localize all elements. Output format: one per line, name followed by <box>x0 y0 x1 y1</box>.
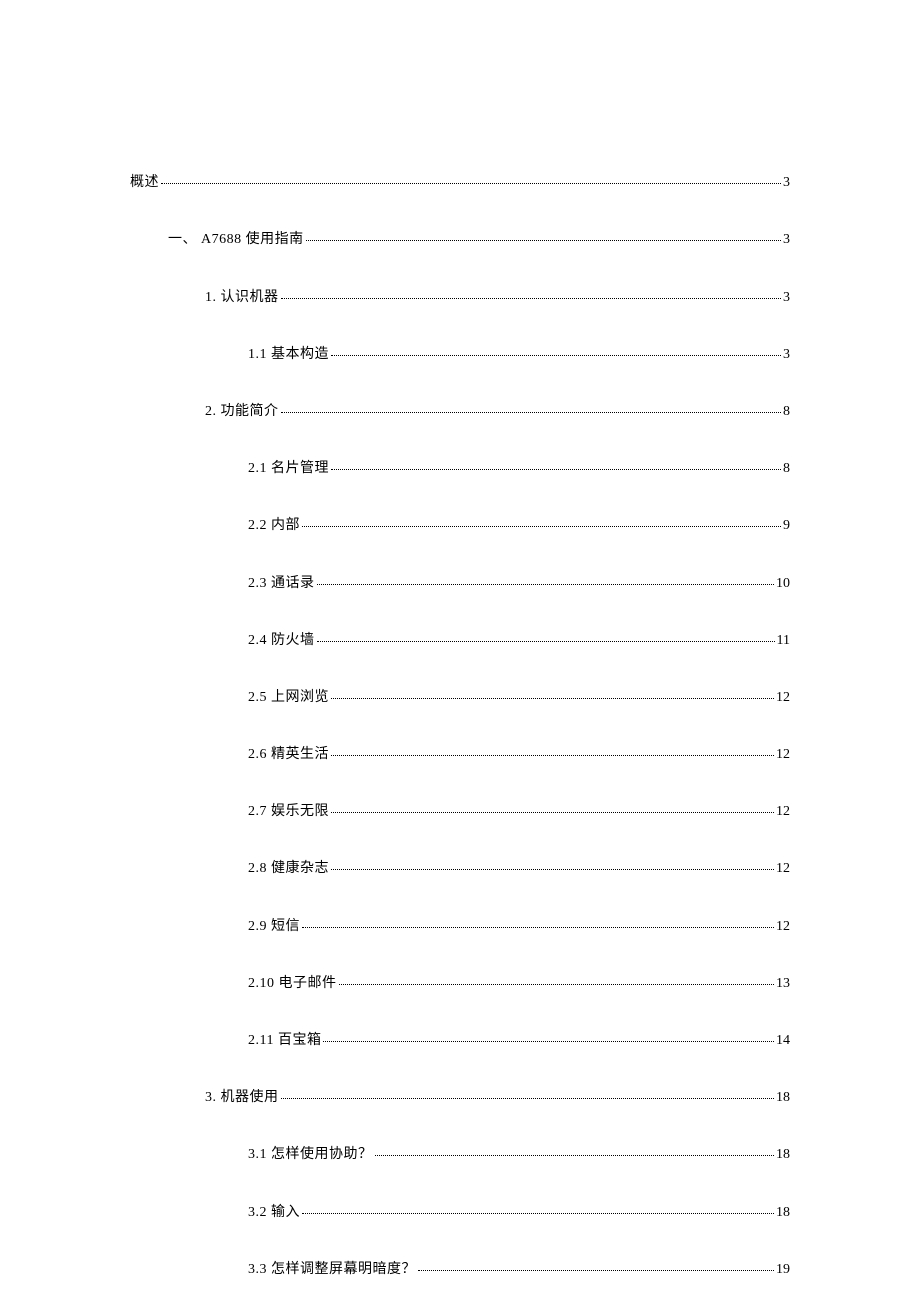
toc-entry-label: 2.9 短信 <box>248 920 300 934</box>
toc-entry-label: 3.3 怎样调整屏幕明暗度？ <box>248 1263 416 1277</box>
toc-entry-page: 12 <box>776 862 790 876</box>
toc-leader-dots <box>281 286 782 298</box>
toc-entry: 3.3 怎样调整屏幕明暗度？ 19 <box>130 1261 790 1277</box>
toc-entry: 一、 A7688 使用指南 3 <box>130 231 790 247</box>
toc-entry-label: 2.4 防火墙 <box>248 634 315 648</box>
toc-leader-dots <box>323 1030 774 1042</box>
toc-entry-page: 19 <box>776 1263 790 1277</box>
toc-leader-dots <box>302 915 774 927</box>
toc-entry-page: 18 <box>776 1148 790 1162</box>
toc-entry: 2.4 防火墙 11 <box>130 632 790 648</box>
toc-entry-page: 18 <box>776 1206 790 1220</box>
toc-leader-dots <box>317 572 775 584</box>
toc-entry-label: 概述 <box>130 176 159 190</box>
toc-entry: 2.6 精英生活 12 <box>130 746 790 762</box>
toc-leader-dots <box>331 858 774 870</box>
toc-entry-page: 3 <box>783 176 790 190</box>
toc-entry-page: 8 <box>783 405 790 419</box>
toc-leader-dots <box>317 630 775 642</box>
toc-entry-label: 2.10 电子邮件 <box>248 977 337 991</box>
toc-entry: 2.5 上网浏览 12 <box>130 689 790 705</box>
toc-entry: 2.10 电子邮件 13 <box>130 975 790 991</box>
toc-entry: 3.2 输入 18 <box>130 1203 790 1219</box>
toc-entry-label: 2.2 内部 <box>248 519 300 533</box>
toc-entry-page: 8 <box>783 462 790 476</box>
toc-entry-page: 13 <box>776 977 790 991</box>
toc-leader-dots <box>418 1259 774 1271</box>
toc-entry-page: 9 <box>783 519 790 533</box>
toc-entry-label: 2.7 娱乐无限 <box>248 805 329 819</box>
toc-leader-dots <box>331 744 774 756</box>
toc-entry: 2.1 名片管理 8 <box>130 460 790 476</box>
toc-leader-dots <box>331 687 774 699</box>
toc-entry-label: 1. 认识机器 <box>205 291 279 305</box>
toc-entry-label: 2. 功能简介 <box>205 405 279 419</box>
toc-leader-dots <box>161 172 781 184</box>
toc-leader-dots <box>331 344 781 356</box>
toc-leader-dots <box>281 1087 775 1099</box>
toc-entry: 2. 功能简介 8 <box>130 403 790 419</box>
toc-entry-page: 12 <box>776 691 790 705</box>
toc-leader-dots <box>331 801 774 813</box>
toc-entry-page: 11 <box>777 634 790 648</box>
toc-leader-dots <box>306 229 781 241</box>
toc-leader-dots <box>375 1144 775 1156</box>
toc-entry-label: 2.1 名片管理 <box>248 462 329 476</box>
toc-entry: 概述 3 <box>130 174 790 190</box>
toc-entry-page: 10 <box>776 577 790 591</box>
toc-entry: 2.7 娱乐无限 12 <box>130 803 790 819</box>
toc-entry: 2.3 通话录 10 <box>130 574 790 590</box>
table-of-contents: 概述 3 一、 A7688 使用指南 3 1. 认识机器 3 1.1 基本构造 3 2. 功能简… <box>130 174 790 1277</box>
toc-entry: 2.11 百宝箱 14 <box>130 1032 790 1048</box>
toc-entry-label: 2.8 健康杂志 <box>248 862 329 876</box>
toc-entry-page: 3 <box>783 291 790 305</box>
toc-leader-dots <box>302 515 781 527</box>
document-page: 概述 3 一、 A7688 使用指南 3 1. 认识机器 3 1.1 基本构造 3 2. 功能简… <box>0 0 920 1277</box>
toc-leader-dots <box>281 401 782 413</box>
toc-entry-label: 3.2 输入 <box>248 1206 300 1220</box>
toc-entry-label: 3.1 怎样使用协助？ <box>248 1148 373 1162</box>
toc-entry: 3.1 怎样使用协助？ 18 <box>130 1146 790 1162</box>
toc-entry-label: 2.5 上网浏览 <box>248 691 329 705</box>
toc-entry-page: 12 <box>776 748 790 762</box>
toc-entry-page: 3 <box>783 233 790 247</box>
toc-entry-page: 12 <box>776 920 790 934</box>
toc-entry: 2.2 内部 9 <box>130 517 790 533</box>
toc-leader-dots <box>339 973 775 985</box>
toc-entry-label: 一、 A7688 使用指南 <box>168 233 304 247</box>
toc-leader-dots <box>331 458 781 470</box>
toc-leader-dots <box>302 1201 774 1213</box>
toc-entry-label: 2.11 百宝箱 <box>248 1034 321 1048</box>
toc-entry: 1.1 基本构造 3 <box>130 346 790 362</box>
toc-entry: 1. 认识机器 3 <box>130 288 790 304</box>
toc-entry-page: 3 <box>783 348 790 362</box>
toc-entry-page: 14 <box>776 1034 790 1048</box>
toc-entry-label: 3. 机器使用 <box>205 1091 279 1105</box>
toc-entry-label: 2.6 精英生活 <box>248 748 329 762</box>
toc-entry: 2.8 健康杂志 12 <box>130 860 790 876</box>
toc-entry-page: 12 <box>776 805 790 819</box>
toc-entry-label: 1.1 基本构造 <box>248 348 329 362</box>
toc-entry: 2.9 短信 12 <box>130 917 790 933</box>
toc-entry-page: 18 <box>776 1091 790 1105</box>
toc-entry: 3. 机器使用 18 <box>130 1089 790 1105</box>
toc-entry-label: 2.3 通话录 <box>248 577 315 591</box>
